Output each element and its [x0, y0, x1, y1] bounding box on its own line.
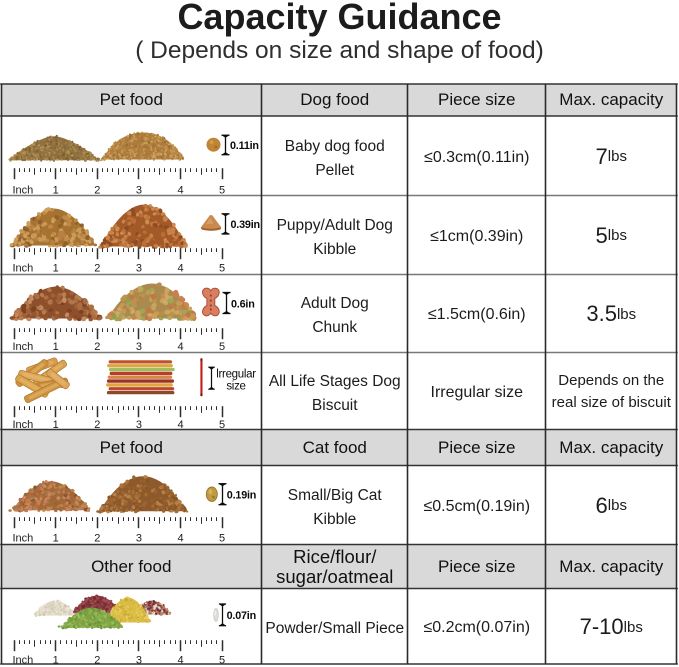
svg-text:lrregular: lrregular: [216, 368, 256, 380]
svg-text:5: 5: [219, 655, 225, 667]
svg-text:1: 1: [53, 532, 59, 544]
svg-text:5: 5: [219, 184, 225, 196]
svg-text:Inch: Inch: [13, 532, 34, 544]
svg-text:2: 2: [94, 263, 100, 275]
svg-text:3: 3: [136, 532, 142, 544]
svg-text:4: 4: [177, 263, 183, 275]
svg-text:2: 2: [94, 341, 100, 353]
svg-text:4: 4: [177, 419, 183, 431]
svg-text:0.6in: 0.6in: [231, 298, 255, 310]
svg-text:0.11in: 0.11in: [230, 140, 259, 152]
svg-text:3: 3: [136, 184, 142, 196]
svg-text:1: 1: [53, 341, 59, 353]
svg-text:Inch: Inch: [13, 263, 34, 275]
svg-text:5: 5: [219, 341, 225, 353]
svg-text:Inch: Inch: [13, 419, 34, 431]
svg-text:Inch: Inch: [13, 184, 34, 196]
svg-text:4: 4: [177, 655, 183, 667]
svg-text:1: 1: [53, 419, 59, 431]
svg-text:Inch: Inch: [13, 655, 34, 667]
svg-text:4: 4: [177, 184, 183, 196]
svg-text:1: 1: [53, 184, 59, 196]
svg-text:0.07in: 0.07in: [227, 610, 256, 622]
svg-text:5: 5: [219, 419, 225, 431]
svg-text:3: 3: [136, 419, 142, 431]
svg-text:2: 2: [94, 532, 100, 544]
svg-text:4: 4: [177, 341, 183, 353]
svg-text:1: 1: [53, 263, 59, 275]
svg-text:2: 2: [94, 419, 100, 431]
svg-text:3: 3: [136, 655, 142, 667]
svg-text:2: 2: [94, 655, 100, 667]
svg-text:Inch: Inch: [13, 341, 34, 353]
svg-text:4: 4: [177, 532, 183, 544]
svg-text:2: 2: [94, 184, 100, 196]
svg-text:0.19in: 0.19in: [227, 489, 256, 501]
svg-text:3: 3: [136, 341, 142, 353]
svg-text:size: size: [226, 380, 245, 392]
svg-text:1: 1: [53, 655, 59, 667]
svg-text:3: 3: [136, 263, 142, 275]
svg-text:0.39in: 0.39in: [231, 219, 260, 231]
svg-text:5: 5: [219, 532, 225, 544]
svg-text:5: 5: [219, 263, 225, 275]
